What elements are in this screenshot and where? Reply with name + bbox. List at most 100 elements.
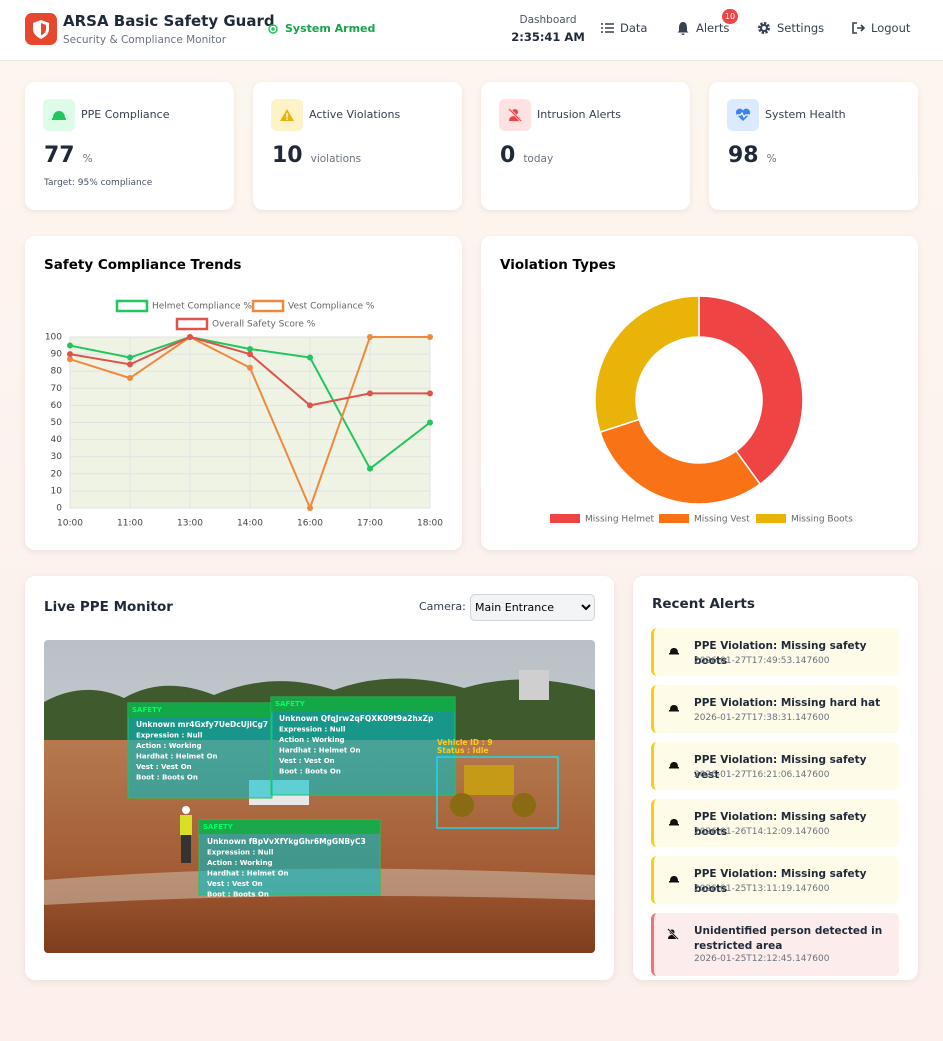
card-note: Target: 95% compliance	[44, 178, 153, 188]
y-tick-label: 80	[51, 367, 63, 377]
alert-item: Unidentified person detected in restrict…	[651, 913, 899, 976]
alert-title: PPE Violation: Missing safety boots	[694, 811, 867, 838]
x-tick-label: 14:00	[237, 519, 263, 529]
card-label: Intrusion Alerts	[537, 108, 621, 121]
legend-label: Vest Compliance %	[288, 302, 375, 312]
card-unit: today	[523, 153, 554, 165]
nav-item[interactable]: Logout	[851, 21, 910, 35]
card-icon	[727, 99, 759, 131]
point	[67, 356, 73, 363]
alert-time: 2026-01-26T14:12:09.147600	[694, 827, 830, 837]
detection-tag: SAFETY	[275, 700, 306, 708]
vehicle-line: Status : Idle	[437, 746, 488, 755]
detection-box	[127, 702, 273, 799]
detection-line: Unknown mr4Gxfy7UeDcUjlCg7	[136, 720, 268, 729]
card-unit: %	[82, 153, 93, 165]
detection-line: Hardhat : Helmet On	[279, 747, 361, 755]
alert-time: 2026-01-27T16:21:06.147600	[694, 770, 830, 780]
logo	[25, 13, 57, 45]
point	[367, 334, 373, 340]
detection-line: Hardhat : Helmet On	[207, 870, 289, 878]
nav-item[interactable]: Data	[600, 21, 647, 35]
card-icon	[43, 99, 75, 131]
y-tick-label: 0	[56, 504, 62, 514]
point	[307, 354, 313, 361]
legend-swatch	[115, 299, 149, 313]
legend-label: Missing Helmet	[585, 515, 655, 525]
alert-title: PPE Violation: Missing safety boots	[694, 640, 867, 667]
y-tick-label: 100	[45, 333, 62, 343]
detection-box	[270, 696, 456, 796]
detection-line: Action : Working	[207, 859, 273, 867]
x-tick-label: 10:00	[57, 519, 83, 529]
x-tick-label: 17:00	[357, 519, 383, 529]
nav-icon	[852, 22, 865, 34]
detection-header	[199, 820, 380, 834]
camera-select[interactable]: Main Entrance	[470, 594, 595, 621]
alert-time: 2026-01-25T12:12:45.147600	[694, 954, 830, 964]
alert-title: PPE Violation: Missing hard hat	[694, 697, 881, 709]
detection-line: Expression : Null	[279, 726, 345, 734]
violation-card: Violation Types Missing Helmet Missing Ve…	[481, 236, 918, 550]
vehicle-box	[436, 756, 559, 829]
nav-item[interactable]: Alerts	[676, 21, 729, 35]
worker	[180, 806, 192, 863]
point	[187, 334, 193, 340]
doughnut-slice	[698, 295, 804, 486]
detection-line: Unknown QfqJrw2qFQXK09t9a2hxZp	[279, 714, 434, 723]
point	[67, 351, 73, 358]
alert-title: PPE Violation: Missing safety boots	[694, 868, 867, 895]
point	[367, 465, 373, 472]
detection-line: Action : Working	[279, 736, 345, 744]
detection-line: Expression : Null	[207, 849, 273, 857]
nav-label[interactable]: Alerts	[696, 21, 730, 35]
y-tick-label: 50	[51, 418, 63, 428]
y-tick-label: 60	[51, 401, 63, 411]
icon	[508, 108, 522, 122]
point	[307, 402, 313, 409]
nav-label[interactable]: Settings	[777, 21, 825, 35]
alert-icon	[669, 876, 679, 883]
x-tick-label: 11:00	[117, 519, 143, 529]
status-icon	[268, 24, 278, 34]
card-value: 77	[44, 143, 75, 168]
alert-time: 2026-01-27T17:49:53.147600	[694, 656, 830, 666]
monitor-title: Live PPE Monitor	[44, 599, 173, 615]
detection-line: Expression : Null	[136, 732, 202, 740]
clock-label: Dashboard	[519, 14, 577, 26]
legend-swatch	[659, 514, 689, 523]
y-tick-label: 40	[51, 435, 63, 445]
nav-label[interactable]: Data	[620, 21, 648, 35]
doughnut-slice	[594, 295, 700, 434]
card-icon	[499, 99, 531, 131]
vehicle-line: Vehicle ID : 9	[437, 738, 493, 747]
detection-tag: SAFETY	[203, 823, 234, 831]
nav-item[interactable]: Settings	[757, 21, 824, 35]
point	[307, 505, 313, 511]
stat-card: Active Violations 10 violations	[253, 82, 462, 210]
legend-swatch	[550, 514, 580, 523]
x-tick-label: 16:00	[297, 519, 323, 529]
icon	[280, 109, 294, 121]
stat-card: PPE Compliance 77% Target: 95% compliance	[25, 82, 234, 210]
alert-icon	[669, 648, 679, 655]
card-label: System Health	[765, 108, 846, 121]
detection-line: Boot : Boots On	[207, 891, 269, 899]
alert-title: Unidentified person detected in restrict…	[694, 925, 883, 952]
card-unit: %	[766, 153, 777, 165]
y-tick-label: 20	[51, 469, 63, 479]
legend-swatch	[175, 317, 209, 331]
legend-swatch	[756, 514, 786, 523]
card-icon	[271, 99, 303, 131]
alerts-card: Recent Alerts PPE Violation: Missing saf…	[633, 576, 918, 980]
point	[427, 390, 433, 397]
card-unit: violations	[310, 153, 362, 165]
card-value-row: 0 today	[500, 143, 553, 168]
alert-time: 2026-01-27T17:38:31.147600	[694, 713, 830, 723]
nav-label[interactable]: Logout	[871, 21, 911, 35]
detection-line: Vest : Vest On	[136, 763, 192, 771]
x-tick-label: 18:00	[417, 519, 443, 529]
alert-item: PPE Violation: Missing safety boots 2026-…	[651, 856, 899, 904]
legend-label: Overall Safety Score %	[212, 320, 316, 330]
